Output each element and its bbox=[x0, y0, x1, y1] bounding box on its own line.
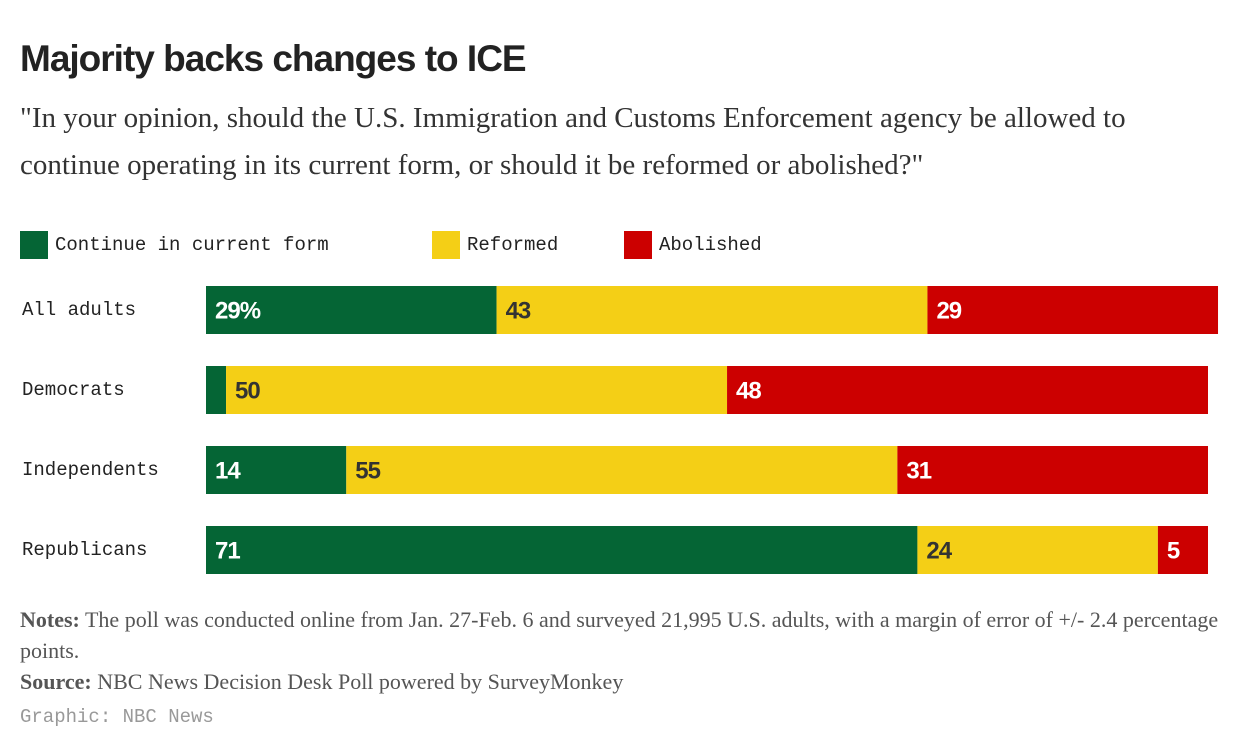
data-label: 48 bbox=[736, 377, 761, 404]
data-label: 31 bbox=[906, 457, 931, 484]
data-label: 43 bbox=[506, 297, 531, 324]
legend-swatch bbox=[624, 231, 652, 259]
data-label: 14 bbox=[215, 457, 241, 484]
bar-segment bbox=[206, 366, 227, 414]
bar-segment bbox=[206, 446, 347, 494]
bar-segment bbox=[206, 286, 497, 334]
legend-label: Continue in current form bbox=[55, 234, 329, 256]
legend-swatch bbox=[432, 231, 460, 259]
category-label: All adults bbox=[22, 299, 136, 321]
credit: Graphic: NBC News bbox=[20, 706, 214, 728]
bar-segment bbox=[1157, 526, 1208, 574]
data-label: 50 bbox=[235, 377, 260, 404]
data-label: 24 bbox=[926, 537, 952, 564]
chart-subtitle: "In your opinion, should the U.S. Immigr… bbox=[20, 102, 1126, 181]
data-label: 5 bbox=[1167, 537, 1180, 564]
legend-label: Abolished bbox=[659, 234, 762, 256]
data-label: 29 bbox=[936, 297, 961, 324]
notes-label: Notes: bbox=[20, 607, 80, 632]
notes-text: The poll was conducted online from Jan. … bbox=[20, 607, 1219, 663]
legend-swatch bbox=[20, 231, 48, 259]
chart-title: Majority backs changes to ICE bbox=[20, 38, 527, 79]
source-text: NBC News Decision Desk Poll powered by S… bbox=[97, 669, 624, 694]
data-label: 55 bbox=[355, 457, 380, 484]
category-label: Independents bbox=[22, 459, 159, 481]
bar-segment bbox=[917, 526, 1158, 574]
source: Source: NBC News Decision Desk Poll powe… bbox=[20, 669, 623, 695]
source-label: Source: bbox=[20, 669, 92, 694]
bar-segment bbox=[727, 366, 1208, 414]
legend-label: Reformed bbox=[467, 234, 558, 256]
category-label: Democrats bbox=[22, 379, 125, 401]
bar-segment bbox=[897, 446, 1208, 494]
bar-segment bbox=[496, 286, 928, 334]
bar-segment bbox=[927, 286, 1219, 334]
bar-segment bbox=[346, 446, 898, 494]
bar-segment bbox=[206, 526, 918, 574]
data-label: 71 bbox=[215, 537, 240, 564]
bar-segment bbox=[226, 366, 728, 414]
category-label: Republicans bbox=[22, 539, 147, 561]
data-label: 29% bbox=[215, 297, 261, 324]
notes: Notes: The poll was conducted online fro… bbox=[20, 604, 1220, 666]
